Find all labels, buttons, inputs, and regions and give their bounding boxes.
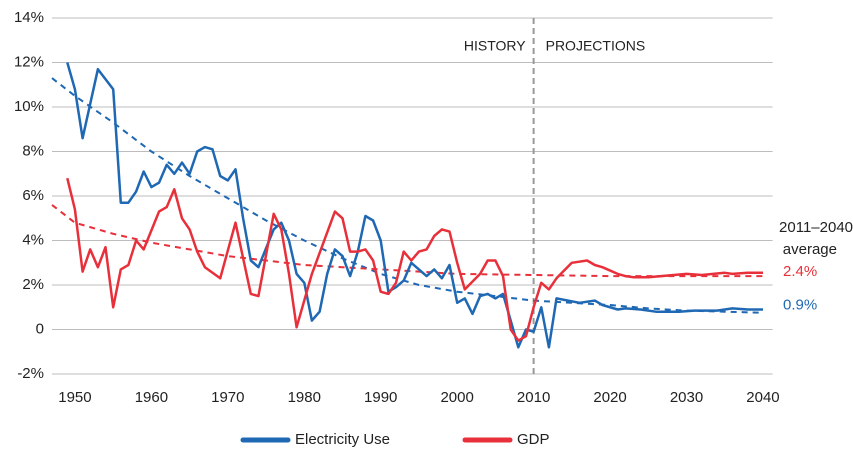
projections-label: PROJECTIONS [546, 38, 646, 54]
y-tick-label: 2% [22, 276, 44, 293]
y-tick-label: 14% [14, 9, 44, 26]
x-tick-label: 1950 [58, 389, 91, 406]
series-line [66, 62, 763, 349]
x-tick-label: 1980 [288, 389, 321, 406]
y-tick-label: 8% [22, 142, 44, 159]
x-tick-label: 2040 [746, 389, 779, 406]
y-tick-label: 0 [36, 320, 44, 337]
x-tick-label: 1990 [364, 389, 397, 406]
average-title: 2011–2040 [779, 219, 853, 236]
y-tick-label: 6% [22, 187, 44, 204]
x-tick-label: 1970 [211, 389, 244, 406]
average-subtitle: average [783, 241, 837, 258]
series-line [66, 177, 763, 342]
x-tick-label: 2010 [517, 389, 550, 406]
average-label: 0.9% [783, 296, 817, 313]
legend-label: GDP [517, 431, 550, 448]
legend-label: Electricity Use [295, 431, 390, 448]
x-tick-label: 1960 [135, 389, 168, 406]
y-tick-label: -2% [17, 365, 44, 382]
y-tick-label: 4% [22, 231, 44, 248]
y-tick-label: 10% [14, 98, 44, 115]
history-label: HISTORY [464, 38, 526, 54]
average-label: 2.4% [783, 263, 817, 280]
x-tick-label: 2000 [440, 389, 473, 406]
y-tick-label: 12% [14, 53, 44, 70]
x-tick-label: 2020 [593, 389, 626, 406]
trend-line [51, 204, 763, 278]
x-tick-label: 2030 [670, 389, 703, 406]
